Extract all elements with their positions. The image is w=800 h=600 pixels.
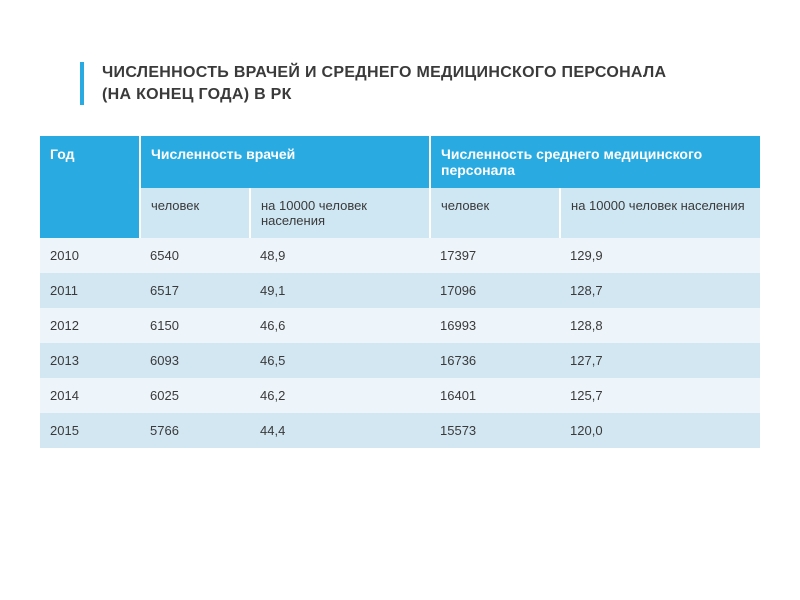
cell-year: 2012 [40, 308, 140, 343]
cell-nurse-per10000: 129,9 [560, 238, 760, 273]
cell-doc-people: 6540 [140, 238, 250, 273]
cell-nurse-per10000: 127,7 [560, 343, 760, 378]
table-header-row: Год Численность врачей Численность средн… [40, 136, 760, 188]
table-row: 2013 6093 46,5 16736 127,7 [40, 343, 760, 378]
cell-nurse-people: 16993 [430, 308, 560, 343]
cell-nurse-people: 17397 [430, 238, 560, 273]
cell-doc-per10000: 46,5 [250, 343, 430, 378]
cell-nurse-per10000: 120,0 [560, 413, 760, 448]
col-year: Год [40, 136, 140, 238]
cell-year: 2015 [40, 413, 140, 448]
table-body: 2010 6540 48,9 17397 129,9 2011 6517 49,… [40, 238, 760, 448]
table-row: 2015 5766 44,4 15573 120,0 [40, 413, 760, 448]
table-subheader-row: человек на 10000 человек населения челов… [40, 188, 760, 238]
cell-year: 2011 [40, 273, 140, 308]
cell-doc-people: 6150 [140, 308, 250, 343]
cell-doc-per10000: 46,2 [250, 378, 430, 413]
cell-doc-people: 6517 [140, 273, 250, 308]
medical-staff-table: Год Численность врачей Численность средн… [40, 136, 760, 448]
cell-nurse-people: 17096 [430, 273, 560, 308]
cell-doc-people: 5766 [140, 413, 250, 448]
cell-year: 2013 [40, 343, 140, 378]
table-row: 2011 6517 49,1 17096 128,7 [40, 273, 760, 308]
col-doctors: Численность врачей [140, 136, 430, 188]
table-row: 2010 6540 48,9 17397 129,9 [40, 238, 760, 273]
col-nurses: Численность среднего медицинского персон… [430, 136, 760, 188]
table-row: 2014 6025 46,2 16401 125,7 [40, 378, 760, 413]
cell-nurse-people: 16736 [430, 343, 560, 378]
cell-nurse-per10000: 128,8 [560, 308, 760, 343]
cell-doc-per10000: 49,1 [250, 273, 430, 308]
cell-doc-per10000: 44,4 [250, 413, 430, 448]
col-nurses-per10000: на 10000 человек населения [560, 188, 760, 238]
cell-year: 2010 [40, 238, 140, 273]
cell-nurse-people: 16401 [430, 378, 560, 413]
cell-nurse-per10000: 125,7 [560, 378, 760, 413]
col-doctors-people: человек [140, 188, 250, 238]
table-row: 2012 6150 46,6 16993 128,8 [40, 308, 760, 343]
cell-doc-people: 6025 [140, 378, 250, 413]
page-title: ЧИСЛЕННОСТЬ ВРАЧЕЙ И СРЕДНЕГО МЕДИЦИНСКО… [102, 62, 700, 105]
cell-nurse-per10000: 128,7 [560, 273, 760, 308]
cell-doc-per10000: 48,9 [250, 238, 430, 273]
cell-doc-per10000: 46,6 [250, 308, 430, 343]
col-doctors-per10000: на 10000 человек населения [250, 188, 430, 238]
cell-nurse-people: 15573 [430, 413, 560, 448]
title-block: ЧИСЛЕННОСТЬ ВРАЧЕЙ И СРЕДНЕГО МЕДИЦИНСКО… [80, 62, 700, 105]
cell-doc-people: 6093 [140, 343, 250, 378]
col-nurses-people: человек [430, 188, 560, 238]
cell-year: 2014 [40, 378, 140, 413]
